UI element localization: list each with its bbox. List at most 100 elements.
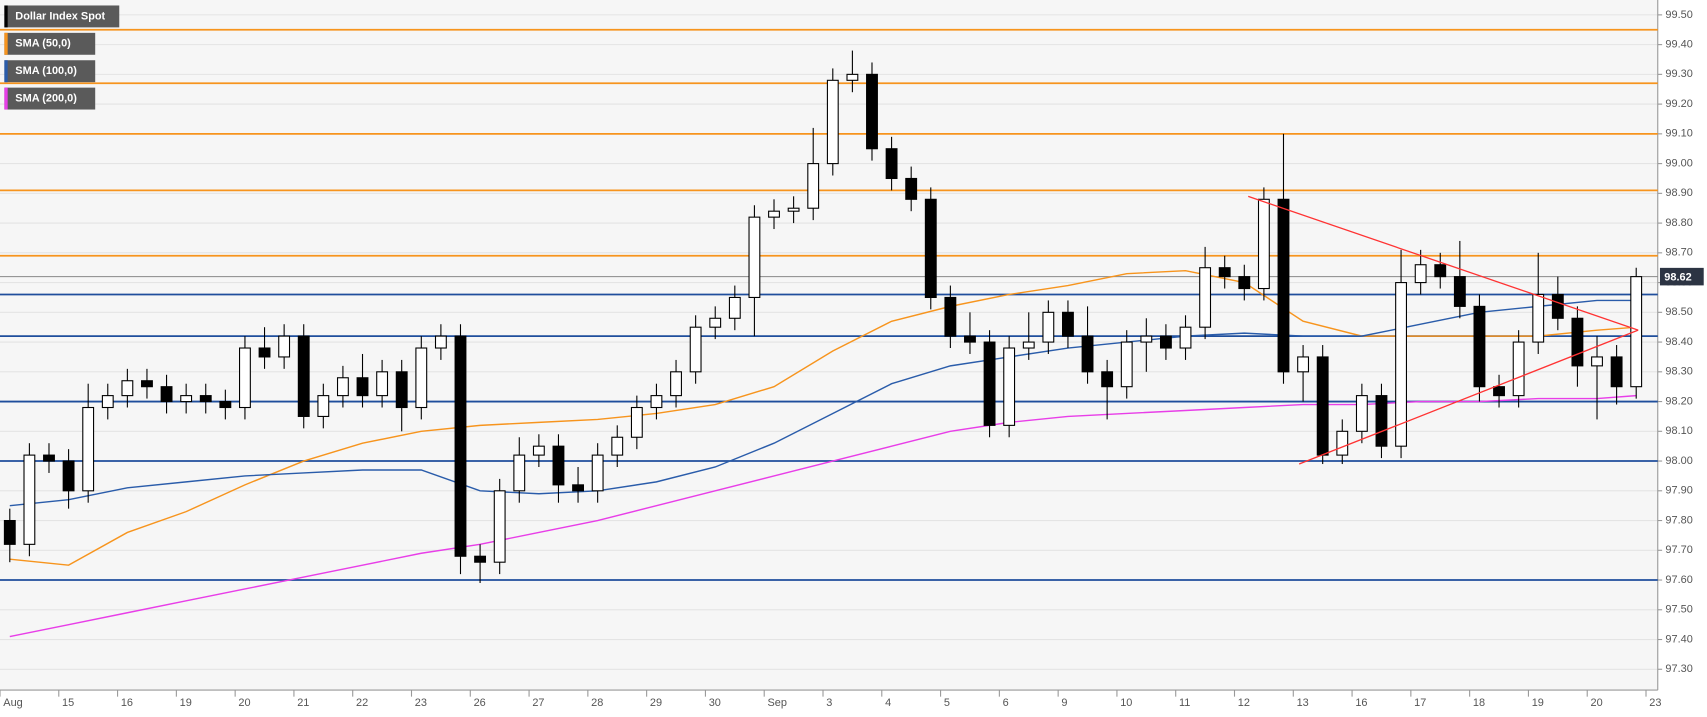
legend-label: SMA (100,0) (15, 65, 77, 77)
candle-body (1551, 293, 1564, 319)
x-tick-label: 10 (1120, 697, 1132, 709)
x-tick-label: 29 (650, 697, 662, 709)
y-tick-label: 99.00 (1665, 157, 1692, 169)
y-tick-label: 99.10 (1665, 128, 1692, 140)
legend-box (4, 60, 96, 83)
x-tick-label: 18 (1473, 697, 1485, 709)
trendline (1248, 195, 1639, 331)
x-tick-label: 11 (1179, 697, 1190, 709)
candle-body (454, 335, 467, 557)
last-price-box (1659, 267, 1704, 286)
candle-body (474, 555, 487, 563)
x-tick-label: 20 (238, 697, 250, 709)
candle-body (1257, 198, 1270, 290)
y-tick-label: 97.40 (1665, 633, 1692, 645)
candle-body (1355, 395, 1368, 432)
legend-title: Dollar Index Spot (15, 10, 105, 22)
y-tick-label: 97.60 (1665, 574, 1692, 586)
sma-line (9, 269, 1637, 566)
candle-body (728, 296, 741, 319)
candle-body (905, 177, 918, 200)
candle-body (1591, 356, 1603, 367)
legend-label: SMA (200,0) (15, 92, 77, 104)
candle-body (1571, 317, 1584, 367)
candle-body (356, 377, 369, 397)
x-tick-label: 13 (1297, 697, 1309, 709)
candle-body (376, 371, 389, 397)
legend-title-swatch (4, 5, 8, 28)
candle-body (317, 395, 330, 417)
x-tick-label: 9 (1061, 697, 1067, 709)
y-tick-label: 99.40 (1665, 39, 1692, 51)
candle-body (43, 454, 55, 462)
candle-body (768, 210, 780, 218)
candle-body (1610, 356, 1623, 388)
candle-body (141, 380, 153, 388)
y-tick-label: 97.70 (1665, 544, 1692, 556)
candle-body (1630, 276, 1643, 388)
candle-body (258, 347, 271, 358)
candle-body (748, 216, 761, 299)
sma-line (9, 299, 1637, 507)
candle-body (1297, 356, 1310, 373)
candle-body (650, 395, 663, 409)
candle-body (1453, 276, 1466, 307)
candle-body (101, 395, 114, 409)
candle-body (1101, 371, 1114, 388)
candle-body (1140, 335, 1153, 343)
candle-body (1238, 276, 1251, 290)
legend-title-box (4, 5, 120, 28)
candle-body (630, 406, 643, 438)
candle-body (552, 445, 565, 486)
y-tick-label: 98.30 (1665, 366, 1692, 378)
x-tick-label: Aug (3, 697, 22, 709)
x-tick-label: 28 (591, 697, 603, 709)
candle-body (1042, 311, 1055, 343)
legend-label: SMA (50,0) (15, 38, 71, 50)
y-tick-label: 99.50 (1665, 9, 1692, 21)
y-tick-label: 98.20 (1665, 395, 1692, 407)
y-tick-label: 97.50 (1665, 604, 1692, 616)
y-tick-label: 98.40 (1665, 336, 1692, 348)
candle-body (1395, 282, 1407, 447)
candle-body (23, 454, 36, 545)
last-price-label: 98.62 (1664, 272, 1691, 284)
y-tick-label: 98.80 (1665, 217, 1692, 229)
y-tick-label: 97.80 (1665, 514, 1692, 526)
x-tick-label: 20 (1590, 697, 1602, 709)
candle-body (1493, 386, 1505, 397)
candle-body (180, 395, 193, 403)
candle-body (1179, 326, 1192, 349)
y-tick-label: 97.30 (1665, 663, 1692, 675)
candle-body (336, 377, 349, 397)
candle-body (1375, 395, 1388, 447)
y-tick-label: 98.10 (1665, 425, 1692, 437)
y-tick-label: 99.30 (1665, 68, 1692, 80)
candle-body (1003, 347, 1016, 426)
x-tick-label: 27 (532, 697, 544, 709)
candle-body (1022, 341, 1035, 349)
legend: Dollar Index Spot SMA (50,0) SMA (100,0) SM… (4, 5, 120, 110)
candle-body (1277, 198, 1290, 373)
y-tick-label: 98.90 (1665, 187, 1692, 199)
x-tick-label: 23 (1649, 697, 1661, 709)
x-tick-label: 19 (180, 697, 192, 709)
x-tick-label: 17 (1414, 697, 1426, 709)
candle-body (924, 198, 937, 299)
candle-body (787, 207, 800, 212)
y-tick-label: 98.50 (1665, 306, 1692, 318)
y-tick-label: 98.00 (1665, 455, 1692, 467)
x-tick-label: 4 (885, 697, 891, 709)
candle-body (1414, 264, 1427, 284)
candle-body (3, 519, 16, 545)
candle-body (1159, 335, 1172, 349)
candle-body (964, 335, 976, 343)
candle-body (1434, 264, 1447, 278)
x-tick-label: 16 (1355, 697, 1367, 709)
candle-body (239, 347, 251, 409)
x-tick-label: 26 (474, 697, 486, 709)
candle-body (121, 380, 134, 397)
y-tick-label: 98.70 (1665, 247, 1692, 259)
legend-swatch (4, 32, 8, 55)
